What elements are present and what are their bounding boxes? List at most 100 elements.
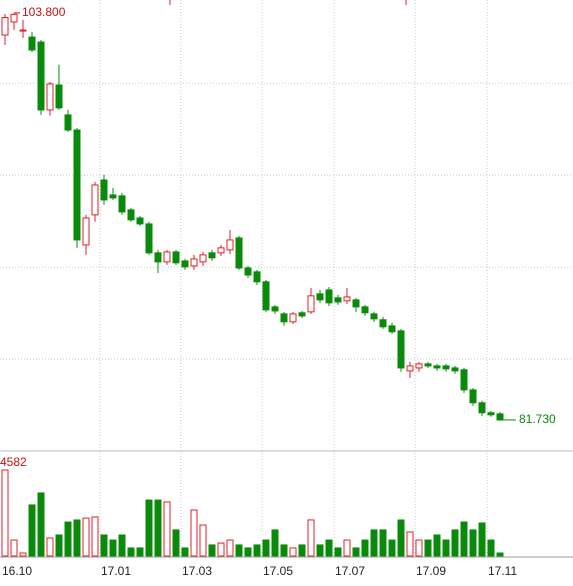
x-tick-label: 17.05 <box>263 564 293 578</box>
volume-bar <box>406 531 414 557</box>
candle-body <box>190 258 198 267</box>
volume-bar <box>469 529 477 557</box>
candle-body <box>307 295 315 313</box>
volume-bar <box>271 529 279 557</box>
candle-body <box>145 223 153 254</box>
volume-bar <box>19 552 27 557</box>
volume-bar <box>280 544 288 557</box>
volume-bar <box>415 539 423 557</box>
x-tick-label: 16.10 <box>2 564 32 578</box>
candle-body <box>352 299 360 308</box>
volume-bar <box>451 529 459 557</box>
candle-body <box>163 251 171 263</box>
volume-bar <box>352 547 360 557</box>
candle-body <box>55 84 63 109</box>
volume-bar <box>181 547 189 557</box>
volume-bar <box>424 539 432 557</box>
candle-body <box>154 252 162 263</box>
candle-body <box>127 209 135 221</box>
volume-bar <box>73 519 81 557</box>
volume-bar <box>190 509 198 557</box>
candle-body <box>451 367 459 372</box>
plot: 16.10 17.01 17.03 17.05 17.07 17.09 17.11 81.73… <box>1 0 556 578</box>
candle-body <box>253 271 261 283</box>
candle-body <box>217 247 225 254</box>
candle-body <box>316 293 324 301</box>
volume-bar <box>361 539 369 557</box>
candle-body <box>424 363 432 367</box>
candle-body <box>442 365 450 370</box>
last-label: 81.730 <box>519 412 556 426</box>
volume-bar <box>163 501 171 557</box>
candle-body <box>460 369 468 391</box>
volume-bar <box>487 539 495 557</box>
candle-body <box>280 313 288 323</box>
volume-bar <box>370 529 378 557</box>
volume-bar <box>442 539 450 557</box>
candle-body <box>1 17 9 36</box>
volume-bar <box>10 539 18 557</box>
volume-bar <box>388 539 396 557</box>
candle-body <box>397 330 405 369</box>
volume-bar <box>235 544 243 557</box>
candle-body <box>415 363 423 369</box>
candle-body <box>37 41 45 111</box>
candle-body <box>82 217 90 246</box>
volume-bar <box>208 544 216 557</box>
candle-body <box>379 319 387 328</box>
candle-body <box>100 179 108 201</box>
candle-body <box>118 195 126 213</box>
candle-body <box>136 217 144 225</box>
volume-bar <box>226 539 234 557</box>
candle-body <box>46 83 54 111</box>
volume-bar <box>28 504 36 557</box>
candle-body <box>262 281 270 311</box>
volume-bar <box>37 492 45 557</box>
candle-body <box>64 114 72 131</box>
candle-body <box>406 365 414 372</box>
volume-bar <box>262 539 270 557</box>
candle-body <box>361 306 369 314</box>
high-label: 103.800 <box>22 5 66 19</box>
volume-bar <box>460 521 468 557</box>
volume-bar <box>478 522 486 557</box>
candle-body <box>244 267 252 276</box>
volume-bar <box>253 544 261 557</box>
x-tick-label: 17.03 <box>182 564 212 578</box>
volume-bar <box>397 519 405 557</box>
volume-bar <box>289 547 297 557</box>
candle-body <box>181 260 189 268</box>
candle-body <box>208 252 216 259</box>
volume-bar <box>316 544 324 557</box>
candle-body <box>343 296 351 302</box>
candle-body <box>19 29 27 32</box>
volume-max-label: 4582 <box>0 455 27 469</box>
volume-bar <box>127 547 135 557</box>
volume-bar <box>100 534 108 557</box>
volume-bar <box>64 521 72 557</box>
candle-body <box>271 306 279 312</box>
volume-bar <box>145 499 153 557</box>
candle-body <box>199 254 207 263</box>
candle-body <box>388 325 396 333</box>
x-tick-label: 17.01 <box>101 564 131 578</box>
volume-bar <box>91 516 99 557</box>
x-tick-label: 17.11 <box>488 564 517 578</box>
volume-bar <box>433 534 441 557</box>
candle-body <box>478 402 486 414</box>
volume-bar <box>199 524 207 557</box>
volume-bar <box>55 534 63 557</box>
volume-bar <box>172 529 180 557</box>
candle-body <box>226 239 234 251</box>
volume-bar <box>109 539 117 557</box>
candle-body <box>172 251 180 264</box>
volume-bar <box>244 547 252 557</box>
candle-body <box>487 412 495 416</box>
candle-body <box>91 184 99 216</box>
volume-bar <box>343 539 351 557</box>
candle-body <box>28 36 36 51</box>
candle-body <box>370 313 378 320</box>
candle-body <box>109 194 117 199</box>
candle-body <box>289 313 297 323</box>
volume-bar <box>496 552 504 557</box>
